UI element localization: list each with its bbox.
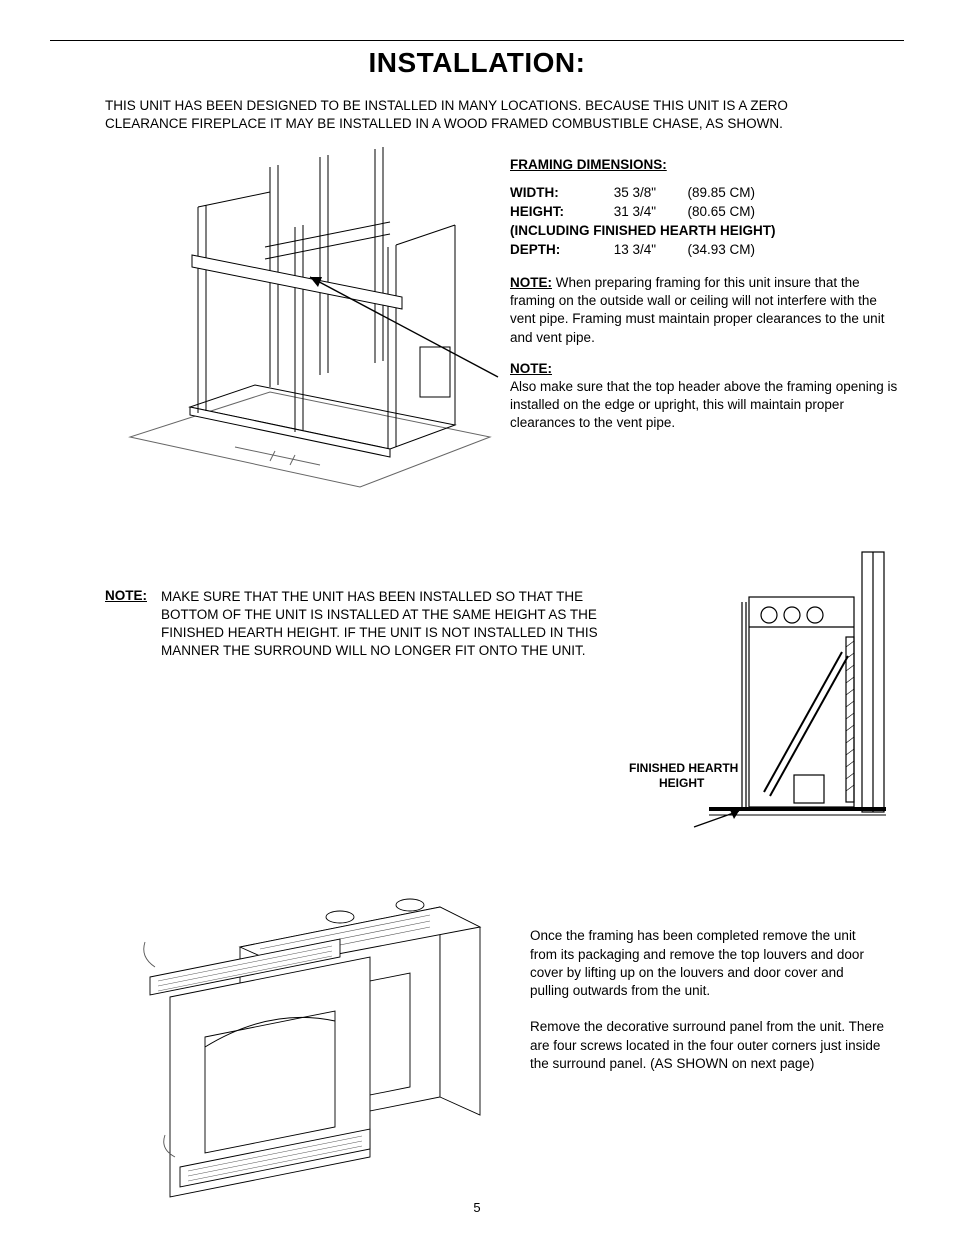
dim-label: WIDTH: [510, 184, 610, 203]
note-label: NOTE: [105, 588, 147, 603]
row-hearth-note: NOTE: MAKE SURE THAT THE UNIT HAS BEEN I… [50, 587, 904, 827]
dim-row-depth: DEPTH: 13 3/4" (34.93 CM) [510, 241, 904, 260]
dim-metric: (89.85 CM) [688, 185, 756, 200]
dim-metric: (34.93 CM) [688, 242, 756, 257]
dim-metric: (80.65 CM) [688, 204, 756, 219]
note-2-label: NOTE: [510, 361, 904, 376]
dim-imperial: 31 3/4" [614, 203, 684, 222]
instruction-paragraphs: Once the framing has been completed remo… [530, 857, 904, 1247]
framing-dimensions-heading: FRAMING DIMENSIONS: [510, 157, 904, 172]
dim-imperial: 35 3/8" [614, 184, 684, 203]
note-body: When preparing framing for this unit ins… [510, 275, 884, 345]
header-rule [50, 40, 904, 41]
page-number: 5 [0, 1200, 954, 1215]
diagram-label-line1: FINISHED HEARTH [629, 761, 738, 775]
row-framing: FRAMING DIMENSIONS: WIDTH: 35 3/8" (89.8… [120, 147, 904, 507]
diagram-label-line2: HEIGHT [659, 776, 705, 790]
note-1: NOTE: When preparing framing for this un… [510, 274, 904, 347]
dim-label: HEIGHT: [510, 203, 610, 222]
note-label: NOTE: [510, 275, 552, 290]
dim-label: DEPTH: [510, 241, 610, 260]
dimensions-table: WIDTH: 35 3/8" (89.85 CM) HEIGHT: 31 3/4… [510, 184, 904, 260]
page-title: INSTALLATION: [50, 47, 904, 79]
side-elevation-diagram: FINISHED HEARTH HEIGHT [624, 547, 894, 827]
page: INSTALLATION: THIS UNIT HAS BEEN DESIGNE… [0, 0, 954, 1235]
row-assembly: Once the framing has been completed remo… [110, 857, 904, 1247]
intro-paragraph: THIS UNIT HAS BEEN DESIGNED TO BE INSTAL… [105, 97, 849, 133]
dim-row-width: WIDTH: 35 3/8" (89.85 CM) [510, 184, 904, 203]
dimensions-column: FRAMING DIMENSIONS: WIDTH: 35 3/8" (89.8… [510, 147, 904, 507]
note-2-body: Also make sure that the top header above… [510, 378, 904, 433]
note-body: MAKE SURE THAT THE UNIT HAS BEEN INSTALL… [161, 588, 604, 661]
assembly-diagram [110, 857, 510, 1247]
dim-imperial: 13 3/4" [614, 241, 684, 260]
paragraph-1: Once the framing has been completed remo… [530, 927, 884, 1000]
framing-diagram [120, 147, 500, 507]
dim-include-line: (INCLUDING FINISHED HEARTH HEIGHT) [510, 222, 904, 241]
note-3: NOTE: MAKE SURE THAT THE UNIT HAS BEEN I… [105, 587, 604, 660]
paragraph-2: Remove the decorative surround panel fro… [530, 1018, 884, 1073]
dim-row-height: HEIGHT: 31 3/4" (80.65 CM) [510, 203, 904, 222]
